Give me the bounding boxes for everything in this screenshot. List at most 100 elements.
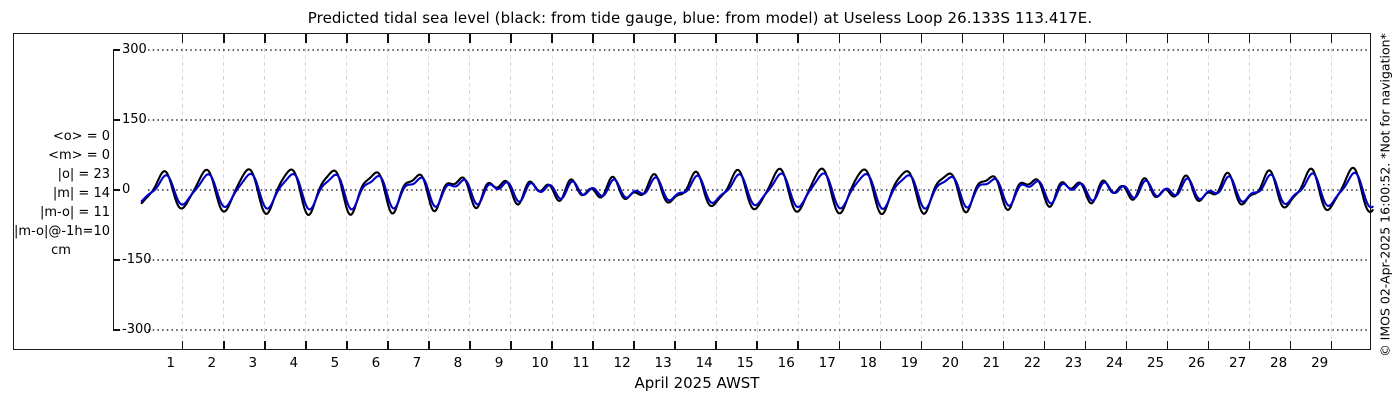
- x-axis-tick-label: 8: [453, 355, 463, 371]
- x-axis-tick-bottom: [1166, 341, 1169, 350]
- day-gridline: [428, 34, 430, 350]
- day-gridline: [1125, 34, 1127, 350]
- x-axis-tick-bottom: [1248, 341, 1251, 350]
- x-axis-tick-top: [1125, 34, 1128, 43]
- stats-line: <o> = 0: [52, 129, 110, 144]
- x-axis-tick-top: [1330, 34, 1333, 43]
- x-axis-tick-top: [961, 34, 964, 43]
- y-axis-tick-label: 150: [122, 112, 147, 127]
- x-axis-tick-bottom: [346, 341, 348, 350]
- x-axis-tick-label: 13: [654, 355, 672, 371]
- x-axis-tick-label: 14: [695, 355, 713, 371]
- x-axis-tick-label: 27: [1228, 355, 1247, 371]
- day-gridline: [510, 34, 512, 350]
- x-axis-tick-bottom: [469, 341, 471, 350]
- x-axis-tick-bottom: [1289, 341, 1292, 350]
- x-axis-tick-top: [920, 34, 923, 43]
- x-axis-tick-label: 9: [494, 355, 504, 371]
- x-axis-tick-bottom: [715, 341, 717, 350]
- x-axis-tick-top: [879, 34, 882, 43]
- day-gridline: [756, 34, 758, 350]
- x-axis-tick-label: 16: [777, 355, 795, 371]
- stats-line: |m-o|@-1h=10: [14, 224, 110, 239]
- y-axis-tick: [113, 119, 120, 121]
- x-axis-tick-bottom: [1084, 341, 1087, 350]
- x-axis-title: April 2025 AWST: [634, 374, 760, 392]
- day-gridline: [1043, 34, 1045, 350]
- day-gridline: [305, 34, 307, 350]
- x-axis-tick-bottom: [838, 341, 840, 350]
- y-axis-tick: [113, 49, 120, 51]
- day-gridline: [715, 34, 717, 350]
- x-axis-tick-bottom: [510, 341, 512, 350]
- imos-watermark: © IMOS 02-Apr-2025 16:00:52. *Not for na…: [1377, 33, 1393, 357]
- stats-line: |o| = 23: [57, 167, 110, 182]
- x-axis-tick-top: [756, 34, 758, 43]
- x-axis-tick-bottom: [1330, 341, 1333, 350]
- x-axis-tick-label: 3: [248, 355, 258, 371]
- x-axis-tick-top: [510, 34, 512, 43]
- x-axis-tick-bottom: [387, 341, 389, 350]
- x-axis-tick-label: 26: [1187, 355, 1206, 371]
- x-axis-tick-top: [1207, 34, 1210, 43]
- x-axis-tick-top: [223, 34, 225, 43]
- chart-title: Predicted tidal sea level (black: from t…: [307, 9, 1093, 27]
- x-axis-tick-label: 23: [1064, 355, 1083, 371]
- y-axis-tick-label: -300: [122, 322, 152, 337]
- day-gridline: [223, 34, 225, 350]
- x-axis-tick-label: 20: [941, 355, 959, 371]
- y-axis-tick: [113, 329, 120, 331]
- day-gridline: [838, 34, 840, 350]
- x-axis-tick-bottom: [305, 341, 307, 350]
- day-gridline: [469, 34, 471, 350]
- x-axis-tick-top: [797, 34, 799, 43]
- y-axis-tick-label: -150: [122, 252, 152, 267]
- x-axis-tick-top: [1002, 34, 1005, 43]
- x-axis-tick-top: [346, 34, 348, 43]
- x-axis-tick-label: 2: [207, 355, 217, 371]
- x-axis-tick-bottom: [1002, 341, 1005, 350]
- x-axis-tick-bottom: [264, 341, 266, 350]
- stats-line: cm: [51, 243, 71, 258]
- x-axis-tick-label: 5: [330, 355, 340, 371]
- x-axis-tick-label: 10: [531, 355, 549, 371]
- day-gridline: [797, 34, 799, 350]
- day-gridline: [264, 34, 266, 350]
- x-axis-tick-label: 24: [1105, 355, 1124, 371]
- x-axis-tick-top: [1248, 34, 1251, 43]
- x-axis-tick-top: [469, 34, 471, 43]
- x-axis-tick-label: 28: [1270, 355, 1288, 371]
- x-axis-tick-top: [428, 34, 430, 43]
- day-gridline: [1208, 34, 1210, 350]
- y-axis-tick-label: 300: [122, 42, 147, 57]
- x-axis-tick-top: [1084, 34, 1087, 43]
- x-axis-tick-bottom: [428, 341, 430, 350]
- x-axis-tick-bottom: [633, 341, 635, 350]
- x-axis-tick-bottom: [920, 341, 923, 350]
- x-axis-tick-top: [674, 34, 676, 43]
- x-axis-tick-bottom: [756, 341, 758, 350]
- x-axis-tick-top: [305, 34, 307, 43]
- x-axis-tick-label: 22: [1023, 355, 1042, 371]
- x-axis-tick-top: [1043, 34, 1046, 43]
- x-axis-tick-label: 4: [289, 355, 299, 371]
- fit-statistics-block: <o> = 0 <m> = 0 |o| = 23 |m| = 14 |m-o| = 11…: [12, 127, 110, 260]
- x-axis-tick-top: [1289, 34, 1292, 43]
- day-gridline: [1167, 34, 1169, 350]
- day-gridline: [387, 34, 389, 350]
- day-gridline: [961, 34, 963, 350]
- x-axis-tick-top: [1166, 34, 1169, 43]
- day-gridline: [879, 34, 881, 350]
- x-axis-tick-top: [838, 34, 840, 43]
- x-axis-tick-top: [264, 34, 266, 43]
- x-axis-tick-label: 17: [818, 355, 836, 371]
- day-gridline: [1249, 34, 1251, 350]
- day-gridline: [592, 34, 594, 350]
- day-gridline: [346, 34, 348, 350]
- y-axis-tick: [113, 189, 120, 191]
- x-axis-tick-bottom: [551, 341, 553, 350]
- x-axis-tick-bottom: [1207, 341, 1210, 350]
- x-axis-tick-label: 12: [613, 355, 631, 371]
- day-gridline: [1290, 34, 1292, 350]
